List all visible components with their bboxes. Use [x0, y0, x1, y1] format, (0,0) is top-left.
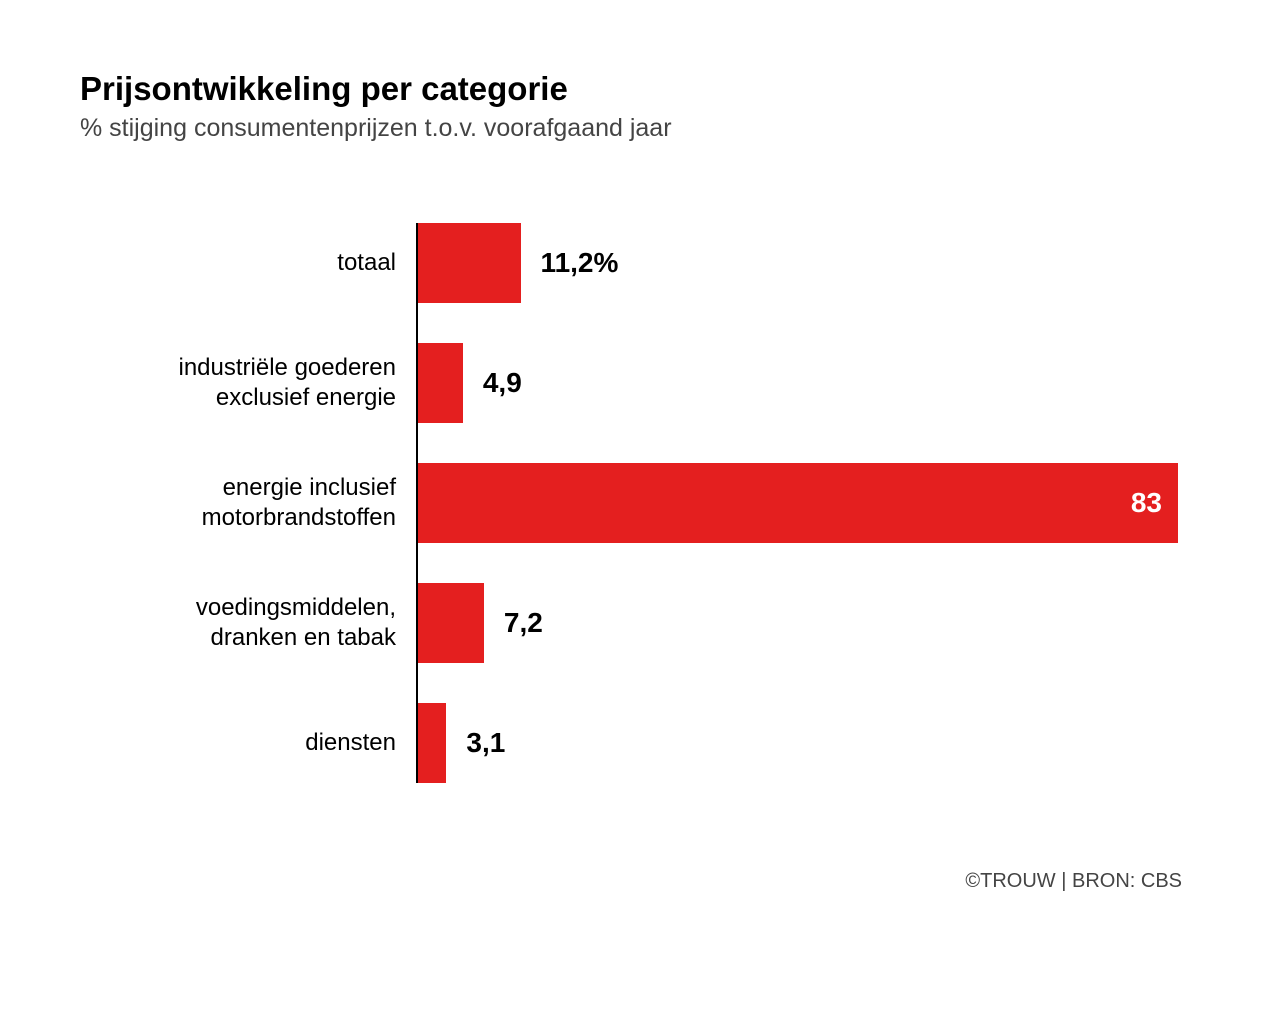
chart-container: Prijsontwikkeling per categorie % stijgi… — [80, 70, 1182, 783]
chart-title: Prijsontwikkeling per categorie — [80, 70, 1182, 108]
bar-row: energie inclusiefmotorbrandstoffen 83 — [80, 463, 1182, 543]
bar — [418, 583, 484, 663]
bar-cell: 83 — [416, 463, 1182, 543]
bar-cell: 3,1 — [416, 703, 1182, 783]
bar-row: voedingsmiddelen,dranken en tabak 7,2 — [80, 583, 1182, 663]
bar-value: 4,9 — [483, 367, 522, 399]
chart-source: ©TROUW | BRON: CBS — [965, 870, 1182, 893]
bar-value: 7,2 — [504, 607, 543, 639]
bar-cell: 7,2 — [416, 583, 1182, 663]
bar-row: totaal 11,2% — [80, 223, 1182, 303]
bar-row: diensten 3,1 — [80, 703, 1182, 783]
bar-label: diensten — [80, 728, 416, 758]
bar: 83 — [418, 463, 1178, 543]
bar — [418, 343, 463, 423]
bar-label: industriële goederenexclusief energie — [80, 353, 416, 413]
bar-label: totaal — [80, 248, 416, 278]
bar-cell: 11,2% — [416, 223, 1182, 303]
bar-value: 83 — [1131, 487, 1162, 519]
bar-value: 11,2% — [541, 247, 619, 279]
bar-cell: 4,9 — [416, 343, 1182, 423]
bars-area: totaal 11,2% industriële goederenexclusief… — [80, 223, 1182, 783]
bar-label: energie inclusiefmotorbrandstoffen — [80, 473, 416, 533]
bar-value: 3,1 — [466, 727, 505, 759]
bar — [418, 223, 521, 303]
chart-subtitle: % stijging consumentenprijzen t.o.v. voo… — [80, 114, 1182, 143]
bar-label: voedingsmiddelen,dranken en tabak — [80, 593, 416, 653]
bar — [418, 703, 446, 783]
bar-row: industriële goederenexclusief energie 4,9 — [80, 343, 1182, 423]
